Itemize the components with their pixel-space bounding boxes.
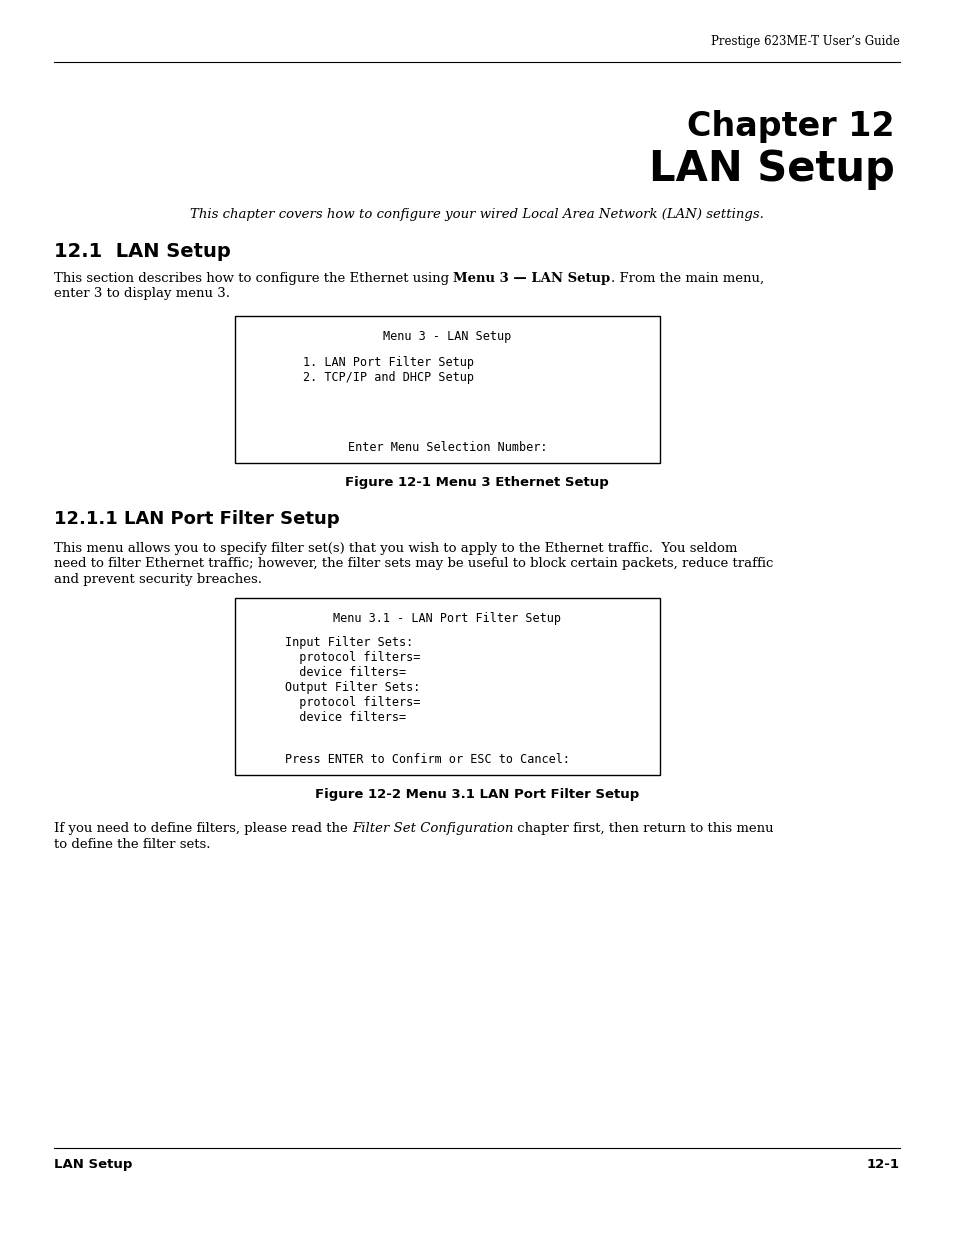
Text: This menu allows you to specify filter set(s) that you wish to apply to the Ethe: This menu allows you to specify filter s…: [54, 542, 737, 555]
Text: 2. TCP/IP and DHCP Setup: 2. TCP/IP and DHCP Setup: [303, 370, 474, 384]
Text: LAN Setup: LAN Setup: [648, 148, 894, 190]
Text: protocol filters=: protocol filters=: [285, 697, 420, 709]
Text: 12.1  LAN Setup: 12.1 LAN Setup: [54, 242, 231, 261]
Text: 12.1.1 LAN Port Filter Setup: 12.1.1 LAN Port Filter Setup: [54, 510, 339, 529]
Text: Prestige 623ME-T User’s Guide: Prestige 623ME-T User’s Guide: [710, 35, 899, 48]
Text: device filters=: device filters=: [285, 711, 406, 724]
Text: chapter first, then return to this menu: chapter first, then return to this menu: [513, 823, 773, 835]
Text: LAN Setup: LAN Setup: [54, 1158, 132, 1171]
Text: Input Filter Sets:: Input Filter Sets:: [285, 636, 413, 650]
Text: If you need to define filters, please read the: If you need to define filters, please re…: [54, 823, 352, 835]
FancyBboxPatch shape: [234, 316, 659, 463]
Text: to define the filter sets.: to define the filter sets.: [54, 837, 211, 851]
Text: Output Filter Sets:: Output Filter Sets:: [285, 680, 420, 694]
Text: Figure 12-1 Menu 3 Ethernet Setup: Figure 12-1 Menu 3 Ethernet Setup: [345, 475, 608, 489]
Text: protocol filters=: protocol filters=: [285, 651, 420, 664]
Text: This chapter covers how to configure your wired Local Area Network (LAN) setting: This chapter covers how to configure you…: [190, 207, 763, 221]
Text: Filter Set Configuration: Filter Set Configuration: [352, 823, 513, 835]
Text: Menu 3.1 - LAN Port Filter Setup: Menu 3.1 - LAN Port Filter Setup: [334, 613, 561, 625]
Text: device filters=: device filters=: [285, 666, 406, 679]
Text: 1. LAN Port Filter Setup: 1. LAN Port Filter Setup: [303, 356, 474, 369]
FancyBboxPatch shape: [234, 598, 659, 776]
Text: . From the main menu,: . From the main menu,: [610, 272, 763, 285]
Text: and prevent security breaches.: and prevent security breaches.: [54, 573, 262, 585]
Text: Chapter 12: Chapter 12: [687, 110, 894, 143]
Text: Menu 3 - LAN Setup: Menu 3 - LAN Setup: [383, 330, 511, 343]
Text: 12-1: 12-1: [866, 1158, 899, 1171]
Text: need to filter Ethernet traffic; however, the filter sets may be useful to block: need to filter Ethernet traffic; however…: [54, 557, 773, 571]
Text: Figure 12-2 Menu 3.1 LAN Port Filter Setup: Figure 12-2 Menu 3.1 LAN Port Filter Set…: [314, 788, 639, 802]
Text: This section describes how to configure the Ethernet using: This section describes how to configure …: [54, 272, 453, 285]
Text: Menu 3 — LAN Setup: Menu 3 — LAN Setup: [453, 272, 610, 285]
Text: enter 3 to display menu 3.: enter 3 to display menu 3.: [54, 288, 230, 300]
Text: Enter Menu Selection Number:: Enter Menu Selection Number:: [348, 441, 547, 454]
Text: Press ENTER to Confirm or ESC to Cancel:: Press ENTER to Confirm or ESC to Cancel:: [285, 753, 569, 766]
